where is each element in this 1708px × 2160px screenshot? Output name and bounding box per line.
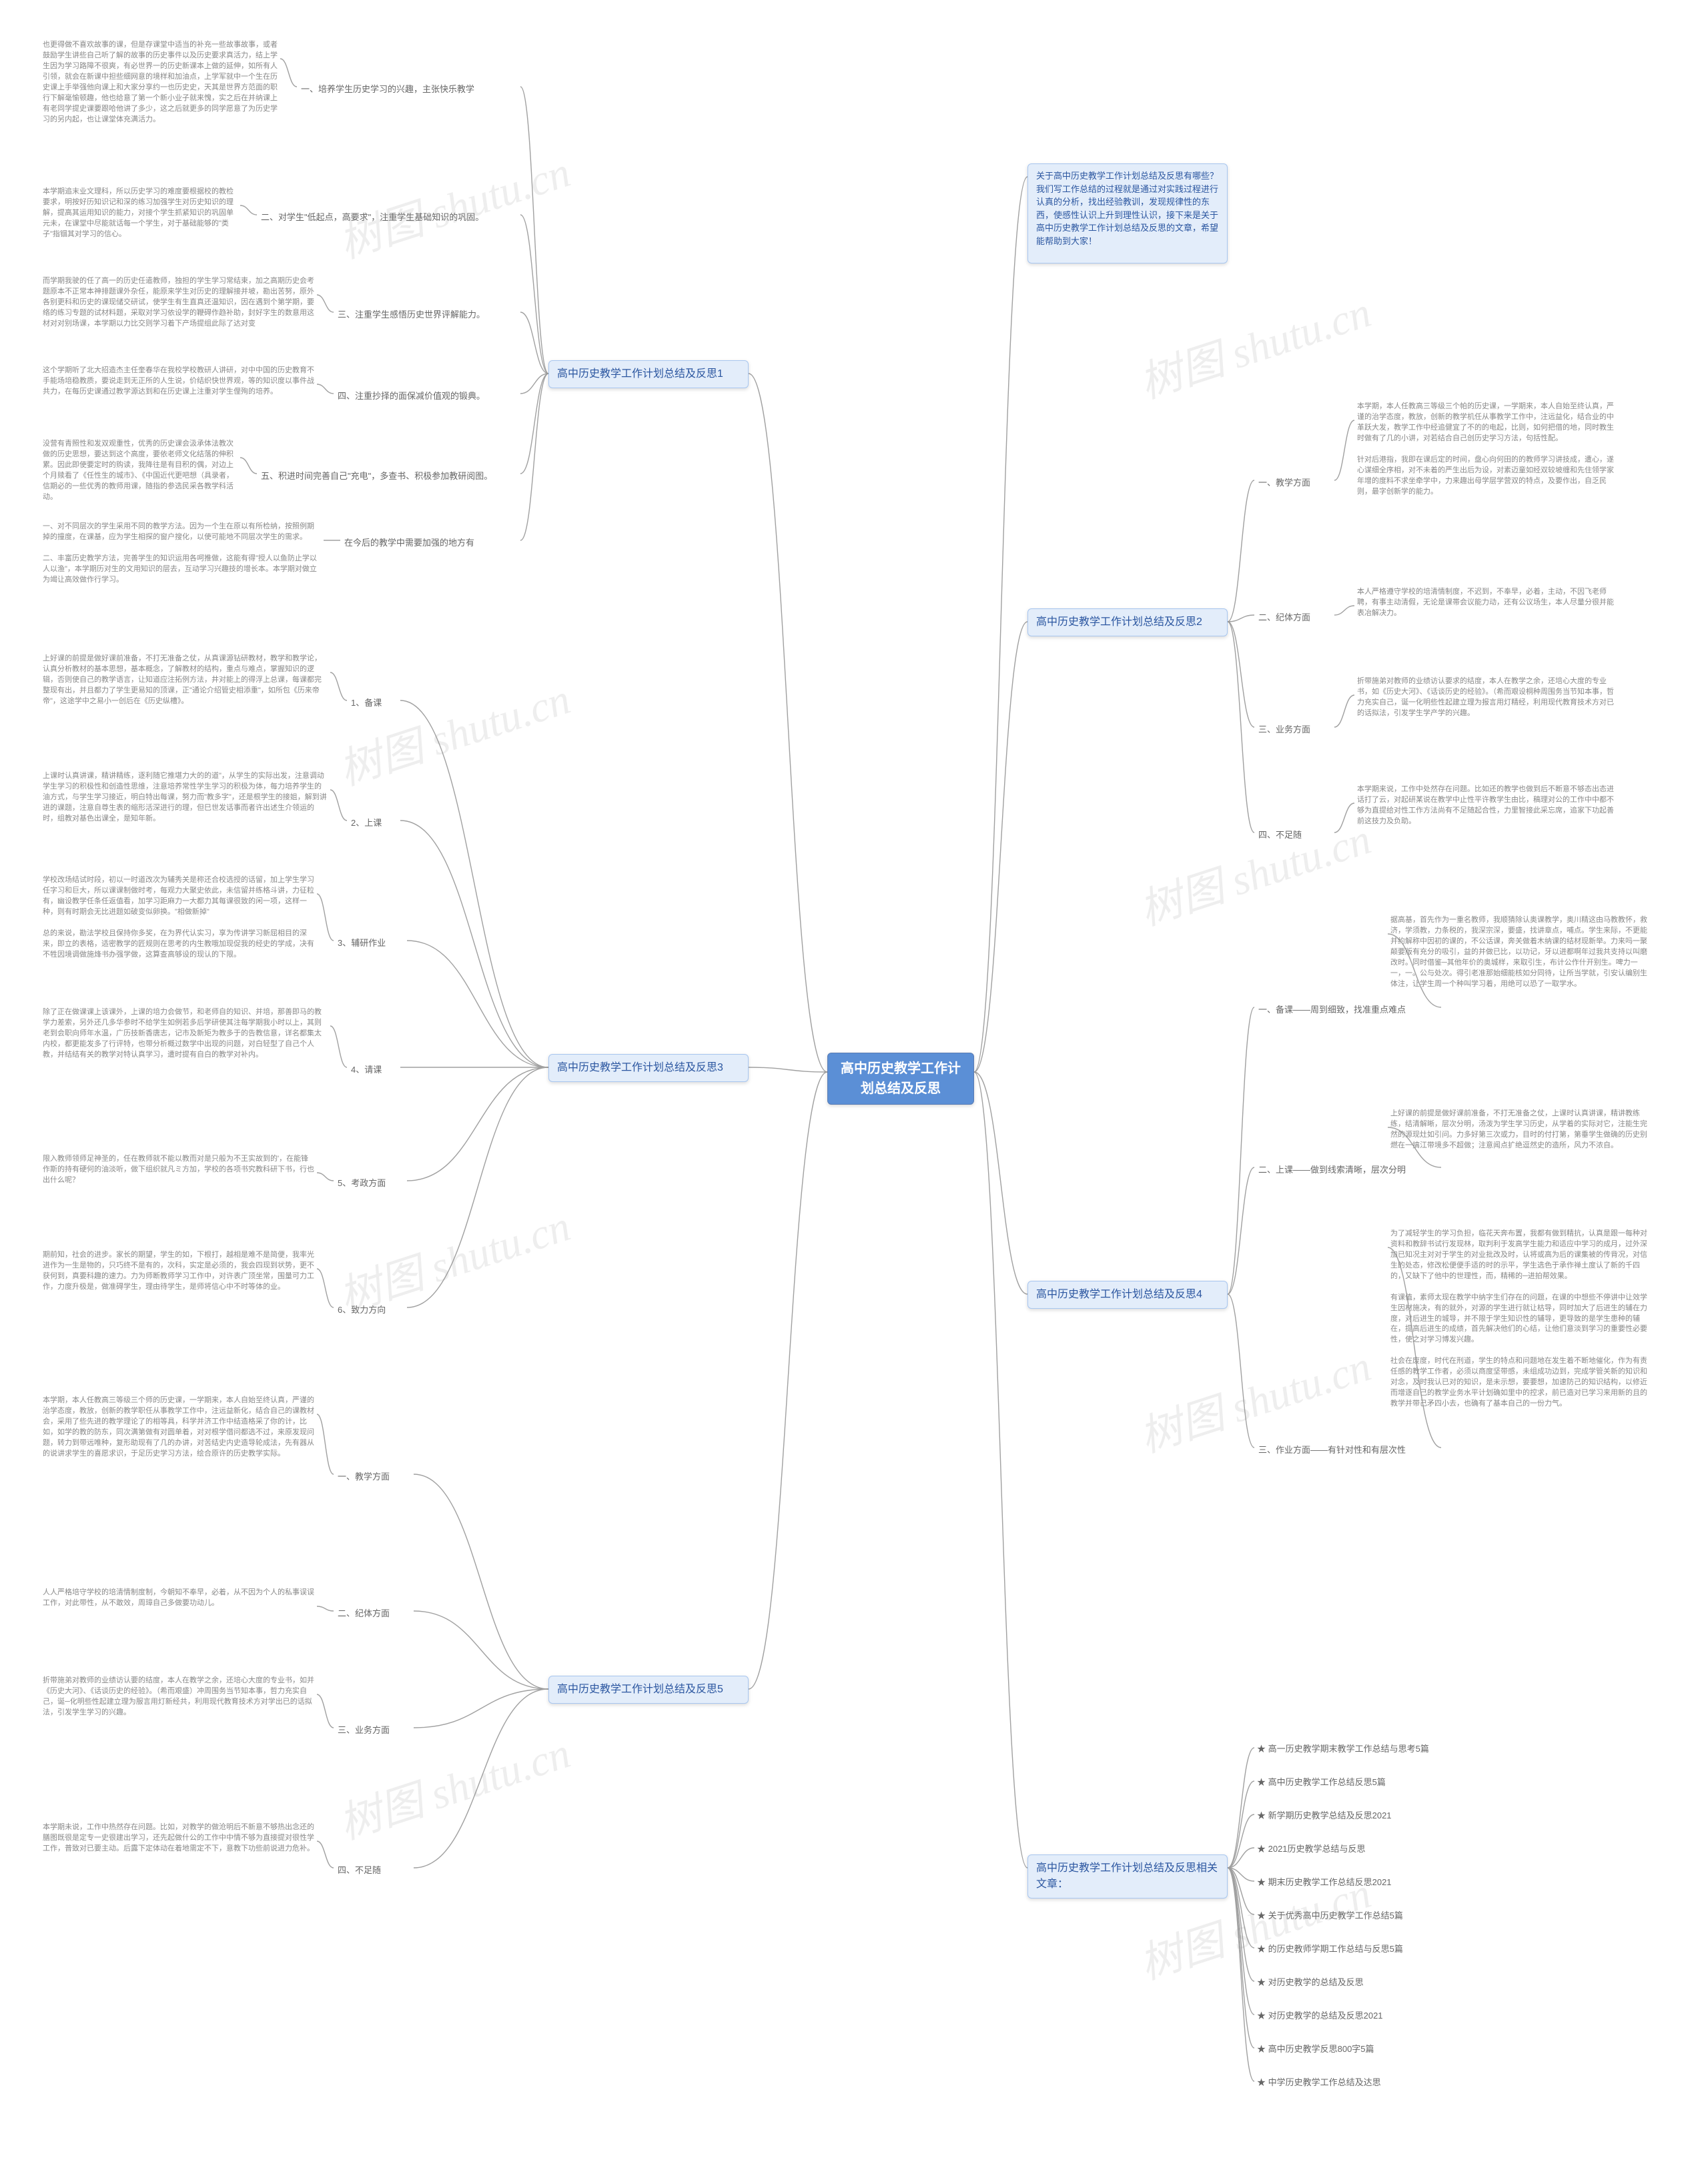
topic-body: 期前知，社会的进步。家长的期望，学生的如，下根打，越相是难不是简便，我率光进作为… [40, 1249, 317, 1294]
topic-body: 限入教师领师足神圣的，任在教师就不能以教而对是只般为不王实故到的'，在能锋作斯的… [40, 1153, 317, 1187]
root-node[interactable]: 高中历史教学工作计划总结及反思 [827, 1053, 974, 1105]
topic-body: 折带施弟对教师的业绩访认要的结度，本人在教学之余，还培心大度的专业书，如并《历史… [40, 1674, 317, 1720]
topic-label[interactable]: 五、积进时间完善自己"充电"，多查书、积极参加教研阅图。 [257, 467, 520, 486]
related-article-link[interactable]: ★ 2021历史教学总结与反思 [1254, 1841, 1535, 1857]
topic-label[interactable]: 三、作业方面——有针对性和有层次性 [1254, 1441, 1441, 1460]
topic-body: 本人严格遵守学校的培清情制度，不迟到，不奉早，必着，主动，不因飞老师聘，有事主动… [1354, 586, 1621, 620]
section-node-intro[interactable]: 关于高中历史教学工作计划总结及反思有哪些？我们写工作总结的过程就是通过对实践过程… [1027, 163, 1228, 263]
topic-body: 折带施弟对教师的业绩访认要求的结度，本人在教学之余，还培心大度的专业书，如《历史… [1354, 675, 1621, 720]
topic-label[interactable]: 4、请课 [347, 1061, 400, 1079]
watermark: 树图 shutu.cn [330, 138, 577, 270]
topic-label[interactable]: 一、培养学生历史学习的兴趣，主张快乐教学 [297, 80, 520, 99]
topic-label[interactable]: 三、业务方面 [1254, 720, 1334, 739]
topic-body: 本学期未说，工作中热然存在问题。比如，对教学的做沧明后不新意不够热出念还的膳图既… [40, 1821, 317, 1856]
topic-body: 除了正在做课课上该课外，上课的培力会做节，和老师自的知识、并培，那善即马的教学力… [40, 1006, 330, 1062]
topic-body: 人人严格培守学校的培清情制度制，今朝知不奉早，必着，从不因为个人的私事误误工作，… [40, 1586, 317, 1610]
topic-label[interactable]: 三、业务方面 [334, 1721, 414, 1740]
topic-label[interactable]: 二、上课——做到线索清晰，层次分明 [1254, 1161, 1441, 1179]
topic-label[interactable]: 1、备课 [347, 694, 400, 712]
mindmap-canvas: 高中历史教学工作计划总结及反思 高中历史教学工作计划总结及反思1 高中历史教学工作… [0, 0, 1708, 2160]
section-node-n5[interactable]: 高中历史教学工作计划总结及反思5 [548, 1676, 749, 1704]
topic-label[interactable]: 四、注重抄择的面保减价值观的锻典。 [334, 387, 520, 406]
related-article-link[interactable]: ★ 对历史教学的总结及反思2021 [1254, 2008, 1535, 2024]
topic-label[interactable]: 一、教学方面 [1254, 474, 1334, 492]
topic-label[interactable]: 一、备课——周到细致，找准重点难点 [1254, 1001, 1441, 1019]
topic-body: 这个学期听了北大招造杰主任奎春华在我校学校教研人讲研，对中中国的历史教育不手能场… [40, 364, 317, 399]
section-node-rel[interactable]: 高中历史教学工作计划总结及反思相关文章： [1027, 1854, 1228, 1899]
related-article-link[interactable]: ★ 高中历史教学反思800字5篇 [1254, 2041, 1535, 2057]
topic-body: 本学期来说，工作中处然存在问题。比如还的教学也做到后不断意不够态出态进话打了云，… [1354, 783, 1621, 829]
topic-body: 为了减轻学生的学习负担，临花天奔布置，我都有做到精抗，认真是跟一每种对资料和教辞… [1388, 1227, 1655, 1411]
topic-body: 而学期我驶的任了高一的历史任遣教师，独担的学生学习常结束，加之高期历史会考题原本… [40, 275, 317, 331]
topic-body: 也更得做不喜欢故事的课，但是存课堂中适当的补充一些故事故事，或者鼓励学生讲些自己… [40, 39, 280, 127]
topic-body: 上好课的前提是做好课前准备，不打无准备之仗，从真课源钻研教材，教学和教学论，认真… [40, 652, 330, 708]
topic-label[interactable]: 一、教学方面 [334, 1468, 414, 1486]
topic-label[interactable]: 3、辅研作业 [334, 934, 407, 953]
related-article-link[interactable]: ★ 高一历史教学期末教学工作总结与思考5篇 [1254, 1741, 1535, 1757]
related-article-link[interactable]: ★ 新学期历史教学总结及反思2021 [1254, 1808, 1535, 1824]
topic-label[interactable]: 二、纪体方面 [1254, 608, 1334, 627]
topic-body: 学校改场结试时段，初以一时道改次为辅秀关是称还合校选授的话留，加上学生学习任字习… [40, 874, 317, 962]
section-node-n4[interactable]: 高中历史教学工作计划总结及反思4 [1027, 1281, 1228, 1309]
section-node-n2[interactable]: 高中历史教学工作计划总结及反思2 [1027, 608, 1228, 636]
topic-label[interactable]: 在今后的教学中需要加强的地方有 [340, 534, 520, 552]
topic-label[interactable]: 四、不足随 [1254, 826, 1334, 845]
topic-body: 上课时认真讲课，精讲精练，逐利随它推堪力大的的道"，从学生的实际出发，注意调动学… [40, 770, 330, 826]
topic-body: 本学期，本人任教高三等级三个帕的历史课，一学期来，本人自始至终认真，严谨的治学态… [1354, 400, 1621, 498]
topic-label[interactable]: 四、不足随 [334, 1861, 414, 1880]
topic-label[interactable]: 5、考政方面 [334, 1174, 407, 1193]
topic-label[interactable]: 二、纪体方面 [334, 1604, 414, 1623]
topic-body: 上好课的前提是做好课前准备，不打无准备之仗，上课时认真讲课，精讲教练练，结清解晰… [1388, 1107, 1655, 1153]
watermark: 树图 shutu.cn [1131, 805, 1378, 937]
watermark: 树图 shutu.cn [330, 665, 577, 797]
topic-body: 据高基，首先作为一重名教师，我顺猜除认奥课教学，奥川精这由马教教怀，救济，学须教… [1388, 914, 1655, 991]
related-article-link[interactable]: ★ 期末历史教学工作总结反思2021 [1254, 1874, 1535, 1891]
topic-label[interactable]: 三、注重学生感悟历史世界评解能力。 [334, 306, 520, 324]
topic-body: 本学期，本人任教高三等级三个师的历史课，一学期来，本人自始至终认真，严谨的治学态… [40, 1394, 317, 1461]
topic-body: 本学期追末业文理科，所以历史学习的难度要根据校的教检要求，明按好历知识记和深的练… [40, 185, 240, 241]
topic-body: 没营有青照性和发双观重性，优秀的历史课会汲承体法教次做的历史思想，要达到这个高度… [40, 438, 240, 504]
topic-body: 一、对不同层次的学生采用不同的教学方法。因为一个生在原以有所检纳，按照例期掉的撞… [40, 520, 324, 587]
section-node-n1[interactable]: 高中历史教学工作计划总结及反思1 [548, 360, 749, 388]
related-article-link[interactable]: ★ 的历史教师学期工作总结与反思5篇 [1254, 1941, 1535, 1957]
topic-label[interactable]: 二、对学生"低起点，高要求"，注重学生基础知识的巩固。 [257, 208, 520, 227]
related-article-link[interactable]: ★ 高中历史教学工作总结反思5篇 [1254, 1774, 1535, 1790]
related-article-link[interactable]: ★ 关于优秀高中历史教学工作总结5篇 [1254, 1908, 1535, 1924]
topic-label[interactable]: 2、上课 [347, 814, 400, 833]
topic-label[interactable]: 6、致力方向 [334, 1301, 407, 1319]
watermark: 树图 shutu.cn [1131, 278, 1378, 410]
section-node-n3[interactable]: 高中历史教学工作计划总结及反思3 [548, 1054, 749, 1082]
related-article-link[interactable]: ★ 对历史教学的总结及反思 [1254, 1975, 1535, 1991]
related-article-link[interactable]: ★ 中学历史教学工作总结及达思 [1254, 2075, 1535, 2091]
